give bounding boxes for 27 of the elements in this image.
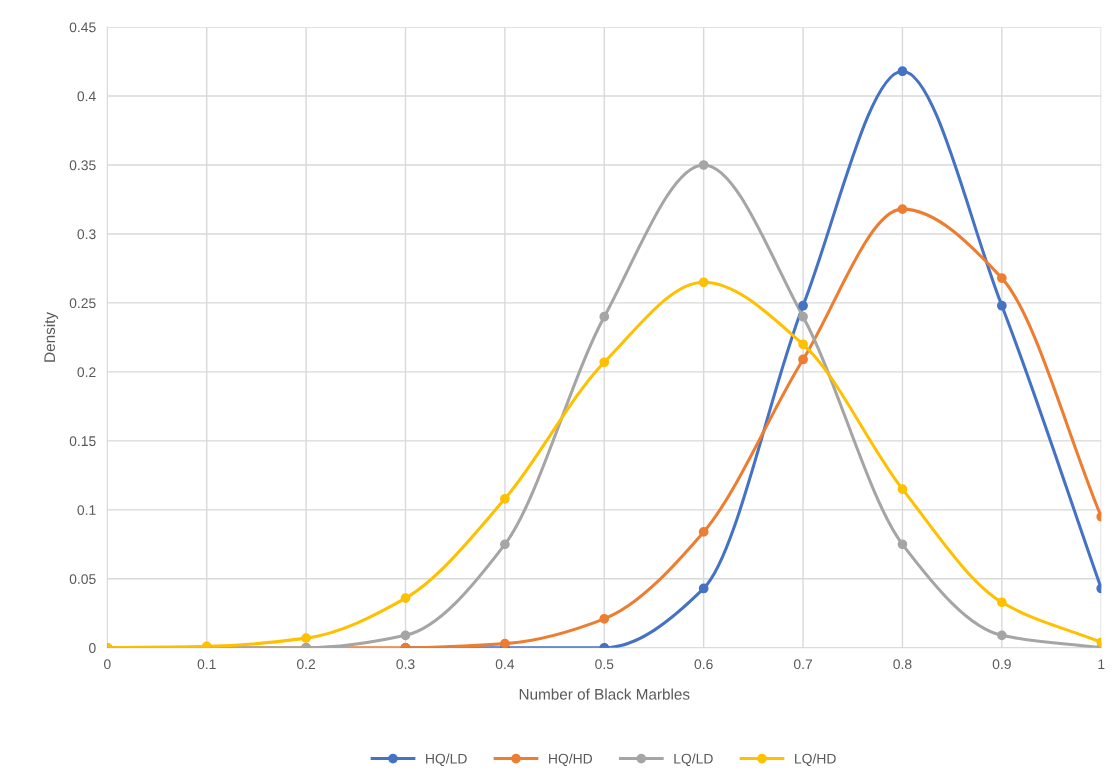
legend-label: LQ/HD bbox=[795, 753, 836, 767]
y-axis-title: Density bbox=[43, 311, 59, 362]
y-tick-label: 0.2 bbox=[77, 367, 96, 378]
y-tick-label: 0.1 bbox=[77, 505, 96, 516]
x-tick-label: 0 bbox=[104, 659, 111, 670]
x-axis-title: Number of Black Marbles bbox=[519, 688, 690, 700]
x-tick-label: 0.6 bbox=[694, 659, 713, 670]
y-tick-label: 0.3 bbox=[77, 229, 96, 240]
x-tick-label: 0.8 bbox=[893, 659, 912, 670]
y-tick-label: 0.4 bbox=[77, 91, 96, 102]
y-tick-label: 0.25 bbox=[69, 298, 96, 309]
x-tick-label: 0.7 bbox=[793, 659, 813, 670]
x-tick-label: 0.3 bbox=[396, 659, 415, 670]
x-tick-label: 0.5 bbox=[595, 659, 614, 670]
y-tick-label: 0.15 bbox=[69, 436, 96, 447]
legend-label: HQ/LD bbox=[426, 753, 467, 767]
x-tick-label: 0.4 bbox=[495, 659, 515, 670]
y-tick-label: 0.45 bbox=[69, 22, 96, 33]
x-tick-label: 1 bbox=[1098, 659, 1105, 669]
y-tick-label: 0 bbox=[89, 643, 96, 653]
legend-label: LQ/LD bbox=[674, 753, 713, 767]
x-tick-label: 0.9 bbox=[992, 659, 1011, 670]
x-tick-label: 0.1 bbox=[197, 659, 216, 670]
y-tick-label: 0.05 bbox=[69, 574, 96, 584]
x-tick-label: 0.2 bbox=[297, 659, 316, 670]
y-tick-label: 0.35 bbox=[69, 160, 96, 171]
legend-label: HQ/HD bbox=[549, 753, 593, 767]
